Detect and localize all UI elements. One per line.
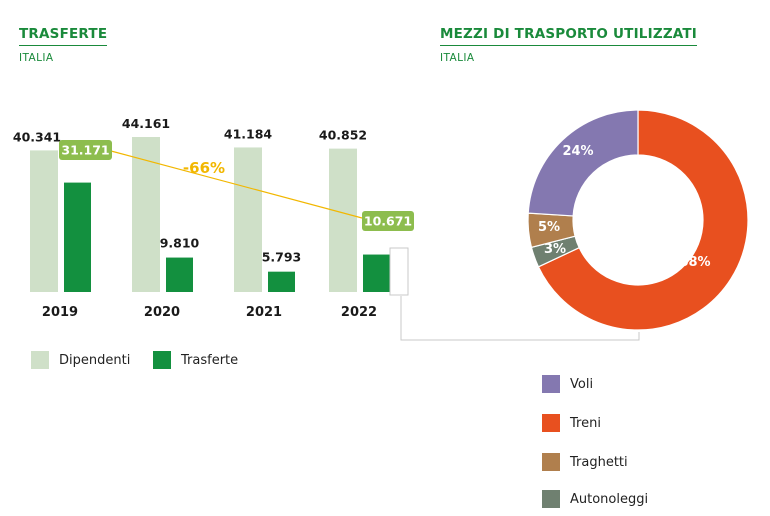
x-tick-2021: 2021 [246,305,282,320]
legend-label-voli: Voli [570,376,594,392]
slice-label-traghetti: 5% [538,220,560,235]
legend-label-treni: Treni [570,415,601,431]
bar-label-dipendenti-2019: 40.341 [13,129,61,144]
mezzi-subtitle: ITALIA [440,52,475,64]
slice-treni [537,109,749,331]
legend-item-voli: Voli [542,375,593,393]
legend-label-trasferte: Trasferte [181,352,239,368]
trasferte-subtitle: ITALIA [19,52,54,64]
bar-trasferte-2022 [363,254,390,292]
badge-trasferte-2022 [362,211,414,231]
x-tick-2019: 2019 [42,305,78,320]
legend-item-treni: Treni [542,414,601,432]
bar-label-trasferte-2022: 10.671 [364,214,412,229]
bar-label-trasferte-2019: 31.171 [61,143,109,158]
legend-label-dipendenti: Dipendenti [59,352,131,368]
bar-trasferte-2019 [64,182,91,292]
bar-dipendenti-2022 [329,148,357,292]
highlight-box-2022 [389,247,409,296]
bar-dipendenti-2021 [234,147,262,292]
slice-voli [527,109,639,217]
trasferte-bar-chart: 40.341 2019 44.161 2020 41.184 2021 40.852 2022… [13,116,414,320]
legend-swatch-dipendenti [31,351,49,369]
legend-item-dipendenti: Dipendenti [31,351,130,369]
trasferte-panel: TRASFERTE ITALIA 40.341 2019 44.161 2020 41.… [13,26,414,369]
legend-label-traghetti: Traghetti [570,454,628,470]
legend-item-traghetti: Traghetti [542,453,628,471]
legend-swatch-traghetti [542,453,560,471]
mezzi-donut-chart: 68% 3% 5% 24% [527,109,749,331]
legend-label-autonoleggi: Autonoleggi [570,491,649,507]
slice-label-treni: 68% [679,255,710,270]
legend-swatch-voli [542,375,560,393]
legend-swatch-treni [542,414,560,432]
bar-trasferte-2020 [166,257,193,292]
bar-label-dipendenti-2020: 44.161 [122,116,170,131]
bar-dipendenti-2019 [30,150,58,292]
legend-item-autonoleggi: Autonoleggi [542,490,648,508]
legend-item-trasferte: Trasferte [153,351,238,369]
change-annotation: -66% [183,159,225,177]
mezzi-panel: MEZZI DI TRASPORTO UTILIZZATI ITALIA 68%… [420,0,770,516]
bar-label-dipendenti-2021: 41.184 [224,126,273,141]
bar-label-trasferte-2021: 5.793 [262,250,302,265]
bar-label-trasferte-2020: 9.810 [160,236,200,251]
bar-label-dipendenti-2022: 40.852 [319,128,367,143]
x-tick-2020: 2020 [144,305,180,320]
badge-trasferte-2019 [59,140,112,160]
x-tick-2022: 2022 [341,305,377,320]
trasferte-title: TRASFERTE [19,26,108,46]
legend-swatch-trasferte [153,351,171,369]
slice-label-voli: 24% [562,144,593,159]
change-line [110,150,363,219]
mezzi-title: MEZZI DI TRASPORTO UTILIZZATI [440,26,698,46]
slice-label-autonoleggi: 3% [544,242,566,257]
bar-trasferte-2021 [268,271,295,292]
legend-swatch-autonoleggi [542,490,560,508]
